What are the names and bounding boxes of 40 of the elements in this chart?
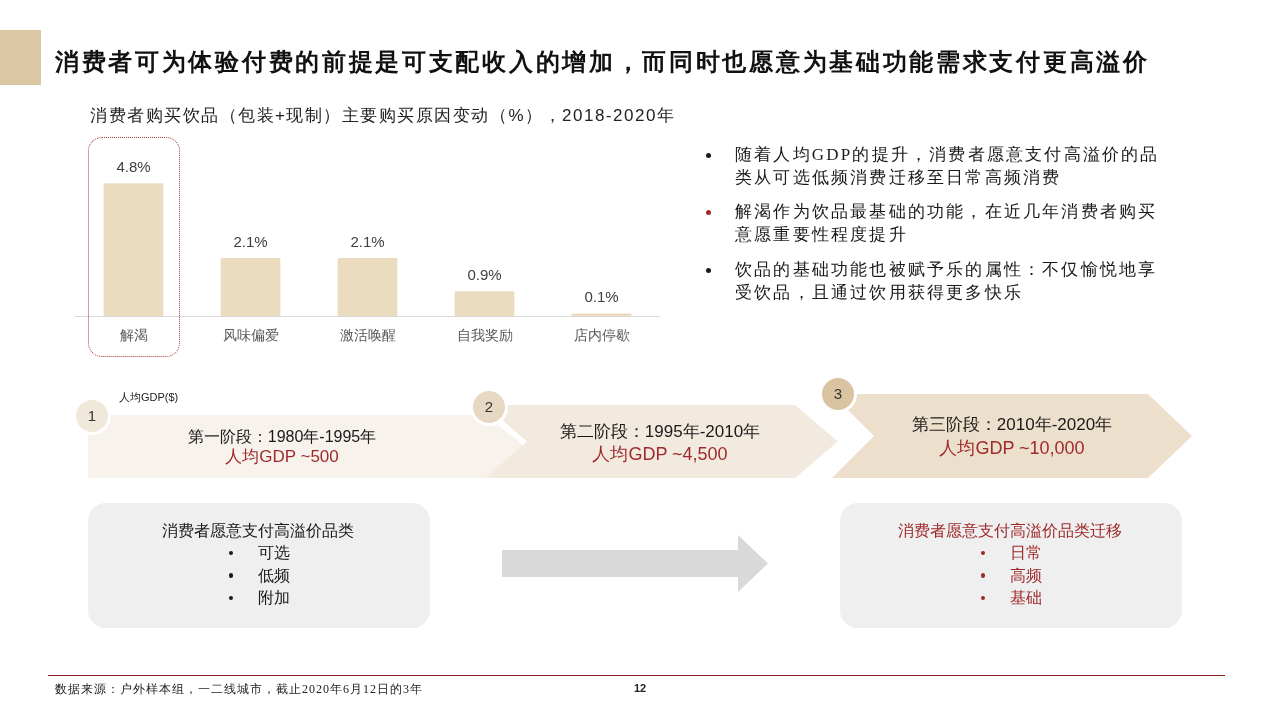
x-tick-label: 风味偏爱 [222, 328, 279, 344]
x-tick-label: 自我奖励 [456, 328, 513, 344]
text: 人均GDP ~500 [225, 447, 339, 467]
text: 附加 [258, 588, 290, 608]
source-note: 数据来源：户外样本组，一二线城市，截止2020年6月12日的3年 [55, 681, 423, 698]
text: 饮品的基础功能也被赋予乐的属性：不仅愉悦地享受饮品，且通过饮用获得更多快乐 [735, 259, 1159, 304]
bar [571, 313, 632, 317]
data-label: 4.8% [116, 157, 151, 175]
text: 高频 [1010, 566, 1042, 585]
bar [454, 291, 515, 317]
text: 基础 [1010, 588, 1042, 608]
chart-subtitle: 消费者购买饮品（包装+现制）主要购买原因变动（%），2018-2020年 [90, 105, 676, 127]
data-label: 0.9% [467, 265, 502, 283]
bar [220, 258, 281, 317]
text: 随着人均GDP的提升，消费者愿意支付高溢价的品类从可选低频消费迁移至日常高频消费 [735, 144, 1161, 189]
x-tick-label: 解渴 [119, 328, 148, 344]
text: 人均GDP ~4,500 [592, 443, 728, 465]
data-label: 2.1% [233, 232, 268, 250]
text: 消费者愿意支付高溢价品类迁移 [898, 521, 1122, 541]
text: 日常 [1010, 543, 1042, 563]
text: 第二阶段：1995年-2010年 [559, 422, 761, 442]
x-tick-label: 激活唤醒 [339, 328, 396, 344]
text: 可选 [258, 543, 290, 563]
text: 第三阶段：2010年-2020年 [911, 415, 1113, 435]
text: 人均GDP($) [119, 390, 179, 405]
text: 消费者愿意支付高溢价品类 [162, 521, 354, 541]
data-label: 0.1% [584, 288, 619, 306]
text: 解渴作为饮品最基础的功能，在近几年消费者购买意愿重要性程度提升 [735, 201, 1159, 246]
data-label: 2.1% [350, 232, 385, 250]
bar [103, 183, 164, 317]
text: 1 [87, 407, 97, 425]
text: 12 [634, 682, 647, 694]
text: 2 [484, 398, 494, 416]
x-tick-label: 店内停歇 [573, 328, 630, 344]
text: 3 [833, 385, 843, 403]
text: 第一阶段：1980年-1995年 [187, 427, 377, 447]
text: 人均GDP ~10,000 [939, 437, 1085, 459]
chart-title: 消费者可为体验付费的前提是可支配收入的增加，而同时也愿意为基础功能需求支付更高溢价 [55, 48, 1150, 77]
bar [337, 258, 398, 317]
text: 低频 [258, 566, 290, 585]
